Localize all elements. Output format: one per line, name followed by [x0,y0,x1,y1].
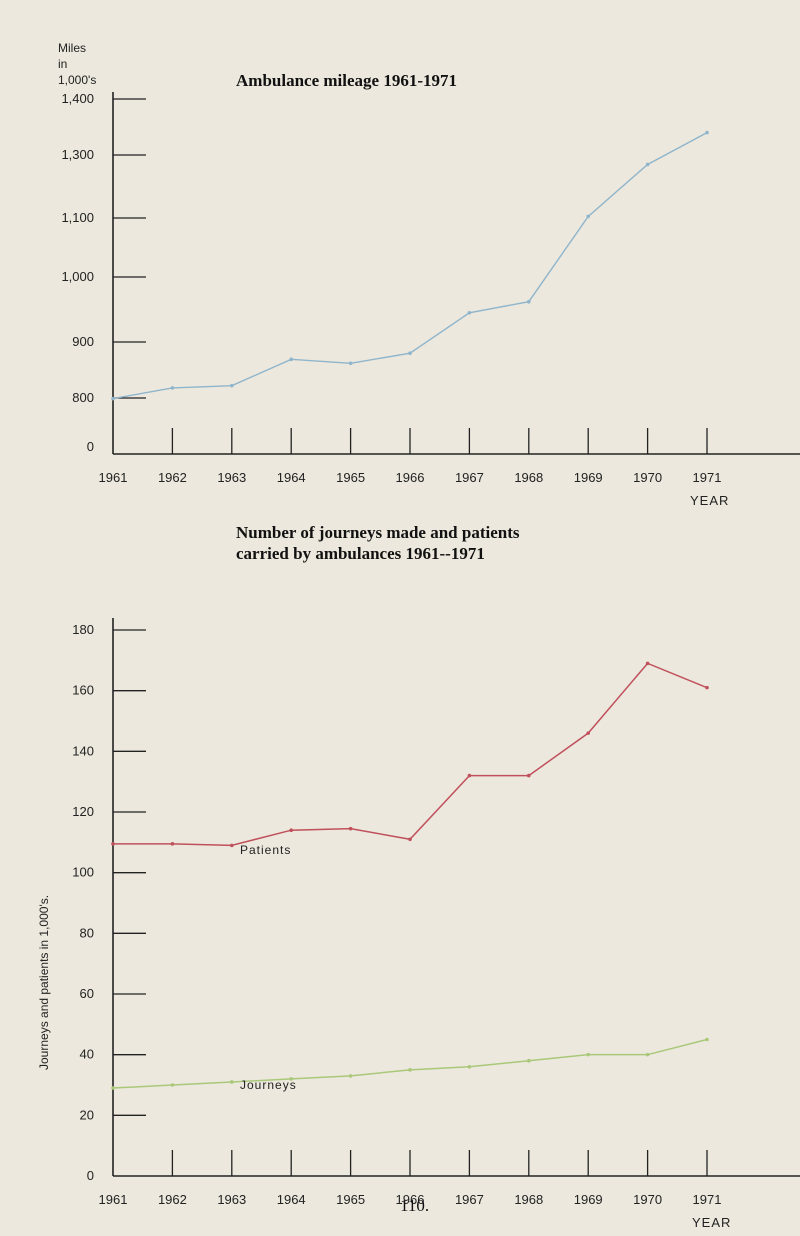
mileage-chart-title: Ambulance mileage 1961-1971 [236,71,457,90]
journeys-y-tick-label: 160 [72,683,94,698]
mileage-data-point [230,383,234,388]
journeys-x-tick-label: 1966 [396,1192,425,1207]
mileage-data-point [705,130,709,135]
journeys-x-tick-label: 1967 [455,1192,484,1207]
mileage-y-tick-label: 800 [72,390,94,405]
journeys-data-point [230,1080,234,1084]
mileage-series-line [112,131,708,400]
mileage-data-point [527,299,531,304]
mileage-data-point [289,357,294,362]
journeys-data-point [527,1058,531,1063]
journeys-x-tick-label: 1969 [574,1192,603,1207]
journeys-y-tick-label: 100 [72,865,94,880]
journeys-data-point [467,1065,472,1069]
journeys-x-tick-label: 1971 [693,1192,722,1207]
journeys-data-point [289,1077,294,1081]
journeys-patients-chart: Number of journeys made and patients car… [37,523,800,1230]
journeys-y-tick-label: 0 [87,1168,94,1183]
journeys-data-point [645,1052,650,1057]
journeys-y-tick-label: 40 [80,1047,94,1062]
mileage-y-unit-line-3: 1,000's [58,73,96,87]
journeys-data-point [408,1068,412,1072]
mileage-y-unit-line-1: Miles [58,41,86,55]
patients-data-point [289,828,294,832]
journeys-data-point [348,1074,353,1078]
patients-data-point [111,842,115,846]
mileage-data-point [348,361,353,366]
journeys-data-point [170,1083,175,1087]
mileage-x-tick-label: 1968 [514,470,543,485]
mileage-y-tick-label: 1,300 [61,147,94,162]
patients-data-point [348,826,353,831]
mileage-x-tick-label: 1970 [633,470,662,485]
mileage-data-point [170,386,175,390]
mileage-x-tick-label: 1971 [693,470,722,485]
mileage-y-tick-label: 1,400 [61,91,94,106]
mileage-chart: Miles in 1,000's Ambulance mileage 1961-… [58,41,800,508]
journeys-y-tick-label: 120 [72,804,94,819]
mileage-x-tick-label: 1969 [574,470,603,485]
mileage-data-point [586,214,590,219]
patients-data-point [645,661,650,666]
mileage-x-tick-label: 1967 [455,470,484,485]
journeys-x-tick-label: 1965 [336,1192,365,1207]
journeys-x-axis-title: YEAR [692,1215,731,1230]
journeys-y-tick-label: 140 [72,743,94,758]
journeys-x-tick-label: 1962 [158,1192,187,1207]
mileage-y-tick-label: 900 [72,334,94,349]
journeys-x-tick-label: 1970 [633,1192,662,1207]
journeys-x-tick-label: 1968 [514,1192,543,1207]
patients-data-point [170,842,175,846]
journeys-chart-title-line-2: carried by ambulances 1961--1971 [236,544,485,563]
journeys-data-point [111,1086,115,1090]
mileage-x-tick-label: 1966 [396,470,425,485]
patients-data-point [527,773,531,778]
mileage-x-tick-label: 1962 [158,470,187,485]
mileage-x-tick-label: 1961 [99,470,128,485]
mileage-y-tick-label: 0 [87,439,94,454]
journeys-y-tick-label: 80 [80,925,94,940]
journeys-x-tick-label: 1964 [277,1192,306,1207]
patients-data-point [705,685,709,690]
page-number: 110. [400,1196,430,1215]
mileage-y-tick-label: 1,000 [61,269,94,284]
journeys-x-tick-label: 1963 [217,1192,246,1207]
mileage-data-point [467,310,472,315]
mileage-x-tick-label: 1964 [277,470,306,485]
patients-data-point [408,837,412,842]
journeys-chart-title-line-1: Number of journeys made and patients [236,523,520,542]
journeys-series-line [112,1038,708,1089]
journeys-y-axis-title: Journeys and patients in 1,000's. [37,895,51,1070]
mileage-x-axis-title: YEAR [690,493,729,508]
mileage-x-tick-label: 1965 [336,470,365,485]
patients-series-label: Patients [240,843,291,857]
journeys-y-tick-label: 180 [72,622,94,637]
journeys-y-tick-label: 20 [80,1107,94,1122]
patients-series-line [113,662,708,847]
mileage-data-point [111,396,115,401]
mileage-y-tick-label: 1,100 [61,210,94,225]
patients-data-point [467,773,472,778]
journeys-y-tick-label: 60 [80,986,94,1001]
journeys-data-point [586,1052,590,1057]
journeys-x-tick-label: 1961 [99,1192,128,1207]
patients-data-point [586,731,590,735]
mileage-data-point [408,351,412,356]
journeys-series-label: Journeys [240,1078,297,1092]
mileage-data-point [645,162,650,167]
mileage-y-unit-line-2: in [58,57,67,71]
journeys-data-point [705,1037,709,1042]
mileage-x-tick-label: 1963 [217,470,246,485]
patients-data-point [230,843,234,848]
